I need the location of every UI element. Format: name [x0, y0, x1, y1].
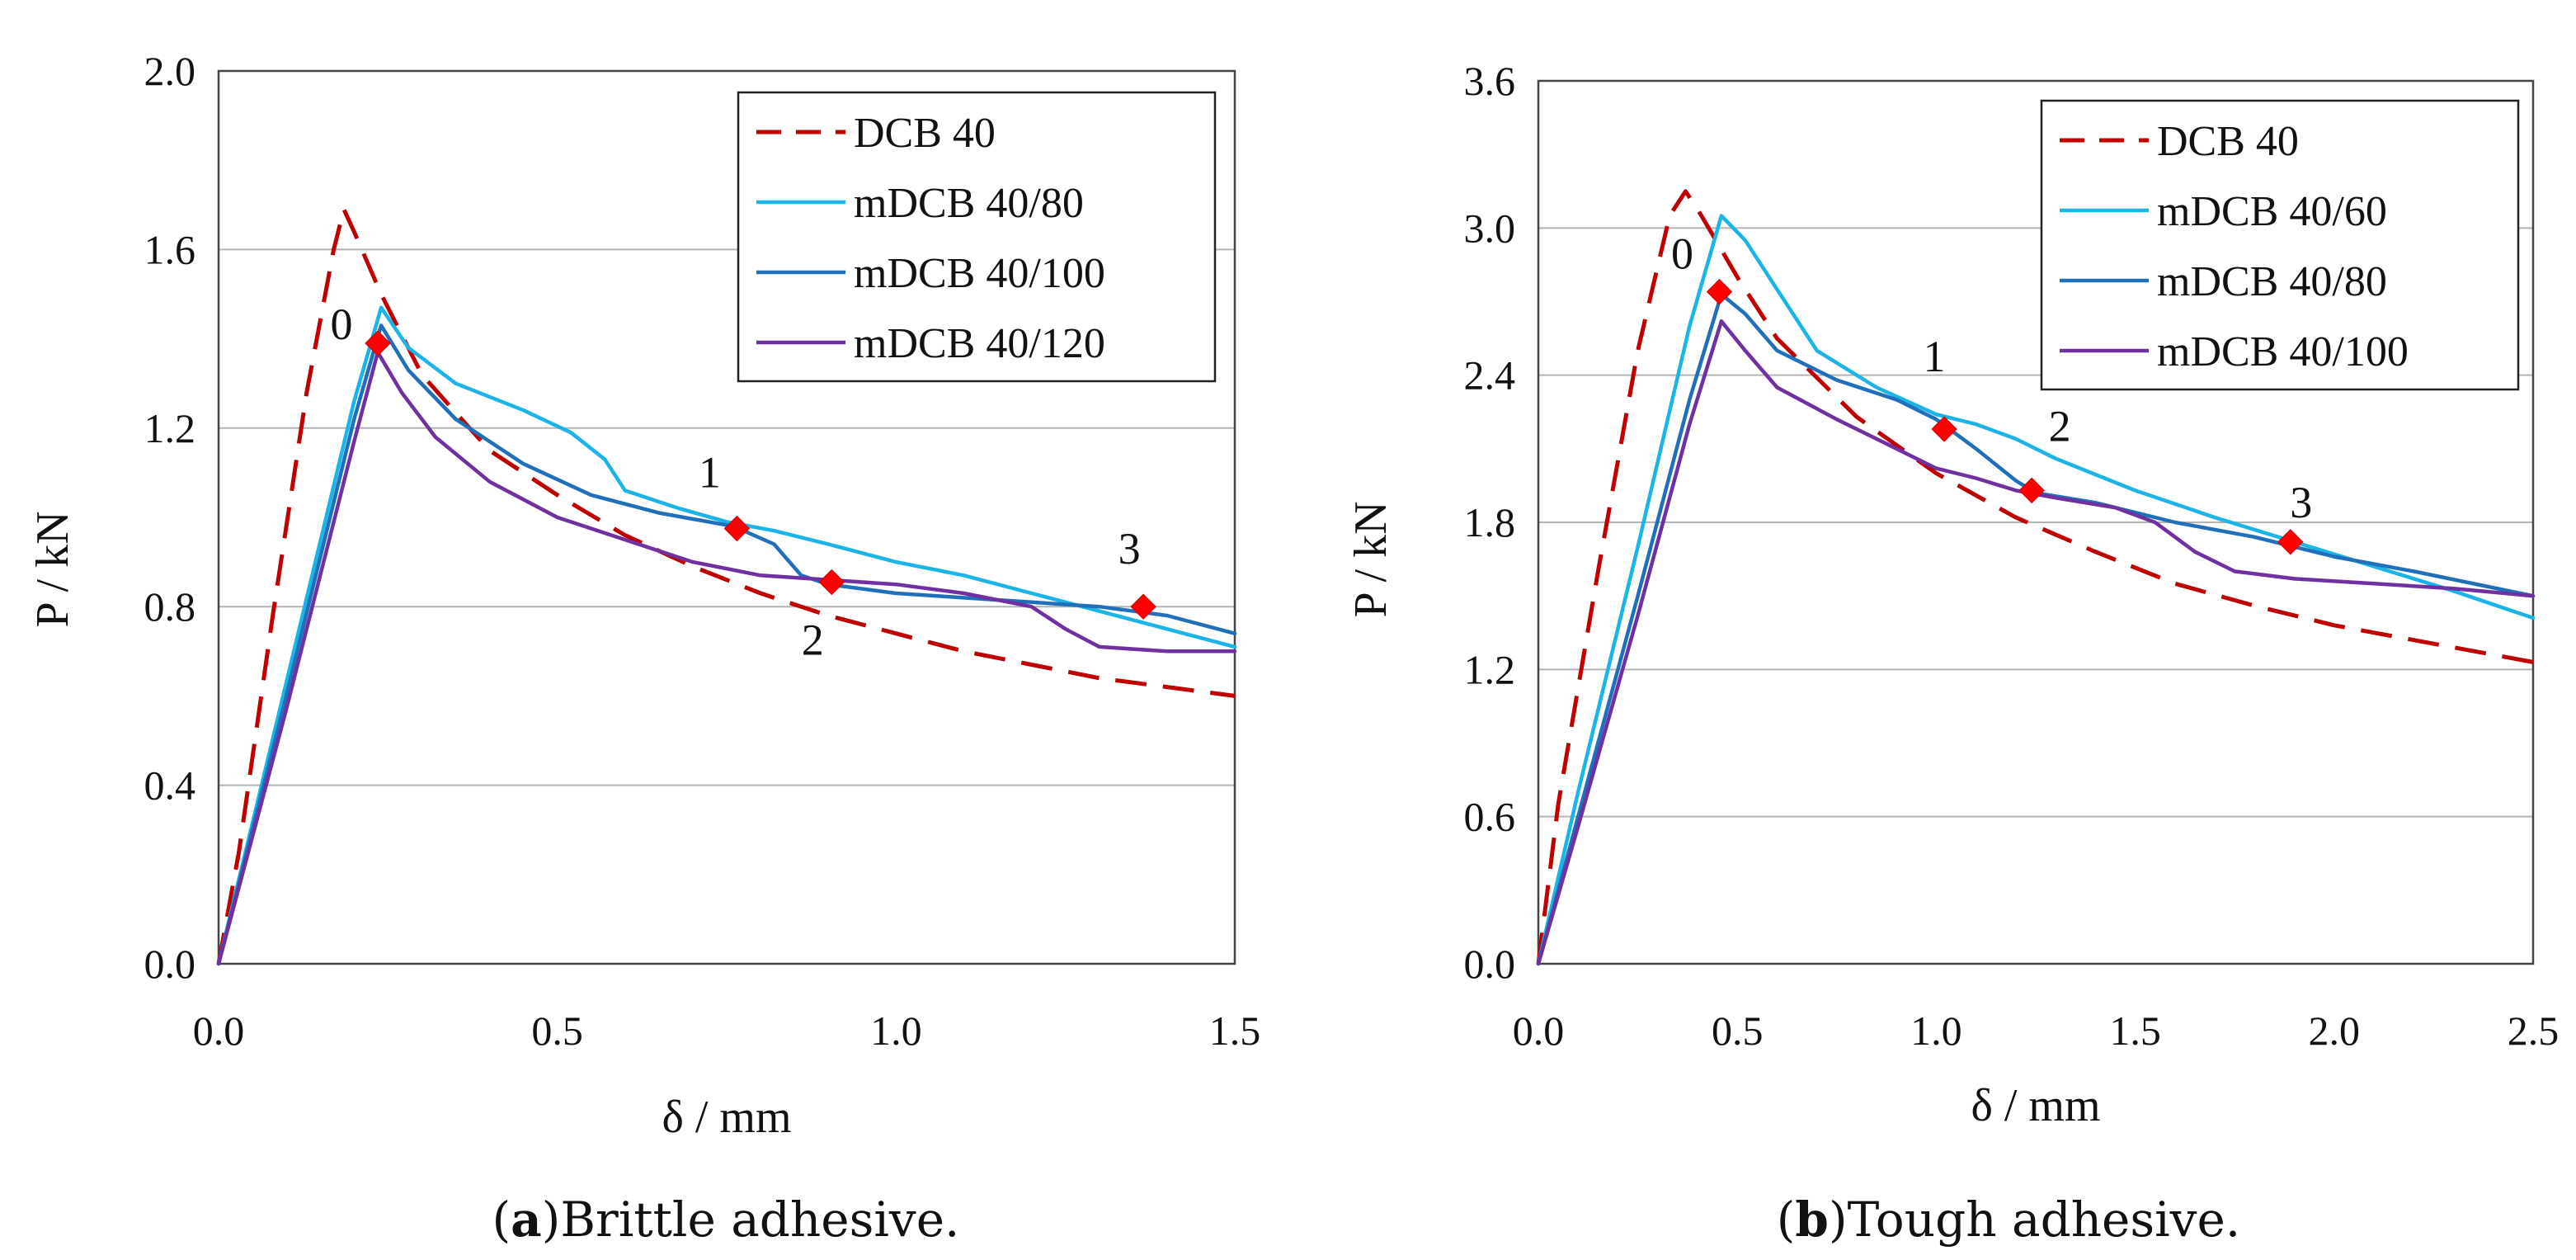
x-tick-label: 0.0 [193, 1008, 245, 1054]
legend-label: mDCB 40/80 [2157, 258, 2387, 305]
y-axis-title: P / kN [27, 511, 78, 627]
series-line-dcb-40 [1536, 189, 2534, 965]
point-marker [2277, 529, 2304, 555]
legend-box [2040, 99, 2520, 391]
point-label: 3 [2290, 478, 2312, 527]
y-tick-label: 2.4 [1464, 352, 1516, 399]
point-label: 2 [2049, 401, 2071, 451]
caption-letter: b [1795, 1192, 1829, 1248]
caption-text: Brittle adhesive. [560, 1192, 959, 1248]
point-label: 3 [1118, 524, 1141, 573]
legend-box [737, 91, 1217, 383]
x-tick-label: 1.5 [1209, 1008, 1261, 1054]
caption-text: Tough adhesive. [1848, 1192, 2241, 1248]
x-axis-title: δ / mm [1971, 1080, 2100, 1131]
point-marker [1706, 278, 1733, 305]
point-marker [818, 569, 845, 596]
point-label: 1 [1924, 332, 1946, 381]
y-tick-label: 2.0 [144, 48, 196, 94]
y-axis-title: P / kN [1345, 501, 1396, 617]
series-line-mdcb-40-80 [1536, 292, 2536, 966]
legend-label: mDCB 40/100 [2157, 328, 2409, 375]
series-line-mdcb-40-80 [216, 305, 1237, 966]
x-tick-label: 2.0 [2309, 1008, 2361, 1054]
series-line-mdcb-40-120 [216, 350, 1237, 966]
y-tick-label: 3.6 [1464, 58, 1516, 104]
series-line-mdcb-40-100 [1536, 319, 2536, 966]
legend-label: mDCB 40/120 [854, 320, 1105, 367]
point-marker [723, 515, 751, 542]
point-marker [365, 330, 391, 356]
legend-label: DCB 40 [2157, 118, 2299, 165]
y-tick-label: 0.4 [144, 762, 196, 809]
point-marker [1931, 416, 1957, 442]
x-tick-label: 1.0 [1910, 1008, 1962, 1054]
legend-label: DCB 40 [854, 110, 996, 157]
x-tick-label: 2.5 [2508, 1008, 2560, 1054]
point-marker [2018, 477, 2045, 504]
x-tick-label: 0.5 [531, 1008, 583, 1054]
point-marker [1130, 593, 1156, 620]
y-tick-label: 0.0 [144, 941, 196, 987]
x-tick-label: 1.5 [2109, 1008, 2161, 1054]
series-line-dcb-40 [216, 207, 1236, 965]
point-label: 1 [699, 448, 721, 498]
legend-label: mDCB 40/60 [2157, 188, 2387, 235]
legend-label: mDCB 40/80 [854, 180, 1084, 227]
chart-panel-b: 0.0 0.6 1.2 1.8 2.4 3.0 3.6 0.0 0.5 1.0 1.5 2.0 2.5 0… [1345, 58, 2559, 1248]
x-tick-label: 0.0 [1513, 1008, 1565, 1054]
y-tick-label: 1.2 [1464, 646, 1516, 692]
point-label: 0 [331, 300, 353, 349]
y-tick-label: 1.8 [1464, 499, 1516, 545]
y-tick-label: 0.6 [1464, 794, 1516, 840]
series-line-mdcb-40-100 [216, 323, 1237, 966]
legend-label: mDCB 40/100 [854, 250, 1105, 297]
panel-caption: (a)Brittle adhesive. [492, 1192, 960, 1248]
point-label: 0 [1671, 229, 1693, 279]
x-axis-title: δ / mm [662, 1092, 791, 1143]
y-tick-label: 1.6 [144, 226, 196, 272]
x-tick-label: 0.5 [1712, 1008, 1764, 1054]
y-tick-label: 0.8 [144, 583, 196, 630]
y-tick-label: 1.2 [144, 405, 196, 451]
y-tick-label: 3.0 [1464, 205, 1516, 251]
chart-panel-a: 0.0 0.4 0.8 1.2 1.6 2.0 0.0 0.5 1.0 1.5 0 1 2 3 DCB 40… [27, 48, 1260, 1248]
x-tick-label: 1.0 [870, 1008, 922, 1054]
caption-letter: a [511, 1192, 542, 1248]
panel-caption: (b)Tough adhesive. [1777, 1192, 2240, 1248]
point-label: 2 [802, 615, 824, 664]
plot-frame [1537, 79, 2535, 965]
plot-frame [217, 69, 1236, 965]
y-tick-label: 0.0 [1464, 941, 1516, 987]
